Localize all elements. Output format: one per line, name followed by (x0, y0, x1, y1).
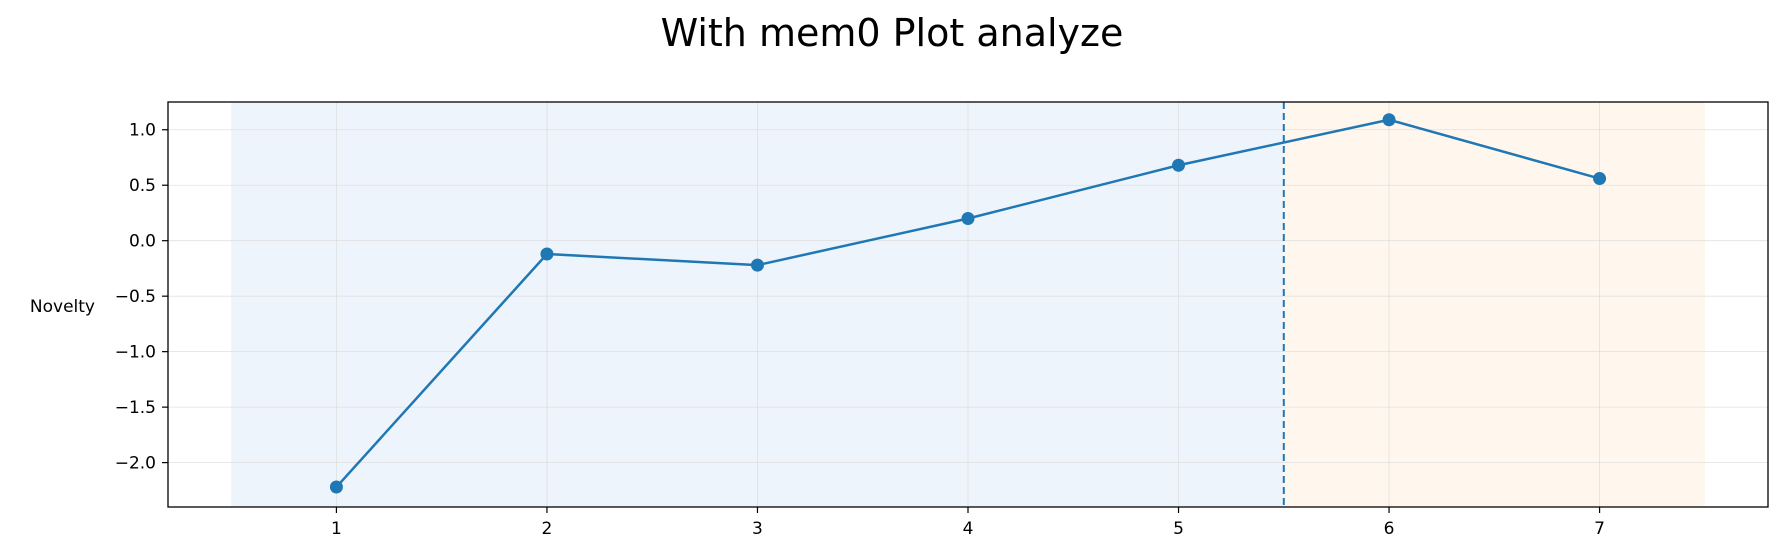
shaded-region-2 (1283, 102, 1705, 507)
data-point-3 (750, 258, 764, 272)
y-tick-label-5: −1.0 (115, 343, 156, 363)
x-tick-label-6: 6 (1384, 519, 1395, 539)
y-tick-label-2: 0.5 (129, 176, 156, 196)
plot-area: 1 2 3 4 5 6 7 1.0 0.5 0.0 −0.5 −1.0 −1.5 −2.0 (115, 101, 1769, 539)
y-tick-label-3: 0.0 (129, 232, 156, 252)
data-point-2 (540, 247, 554, 261)
x-tick-label-2: 2 (542, 519, 553, 539)
data-point-5 (1172, 158, 1186, 172)
data-point-1 (329, 480, 343, 494)
data-point-7 (1593, 172, 1607, 186)
y-tick-label-6: −1.5 (115, 398, 156, 418)
data-point-4 (961, 212, 975, 226)
y-tick-label-7: −2.0 (115, 454, 156, 474)
y-tick-label-1: 1.0 (129, 121, 156, 141)
x-tick-label-7: 7 (1594, 519, 1605, 539)
data-point-6 (1382, 113, 1396, 127)
y-axis-label: Novelty (30, 297, 95, 317)
x-tick-label-4: 4 (963, 519, 974, 539)
y-tick-label-4: −0.5 (115, 287, 156, 307)
chart-title: With mem0 Plot analyze (661, 11, 1124, 55)
x-tick-label-1: 1 (331, 519, 342, 539)
x-tick-label-3: 3 (752, 519, 763, 539)
x-tick-label-5: 5 (1173, 519, 1184, 539)
